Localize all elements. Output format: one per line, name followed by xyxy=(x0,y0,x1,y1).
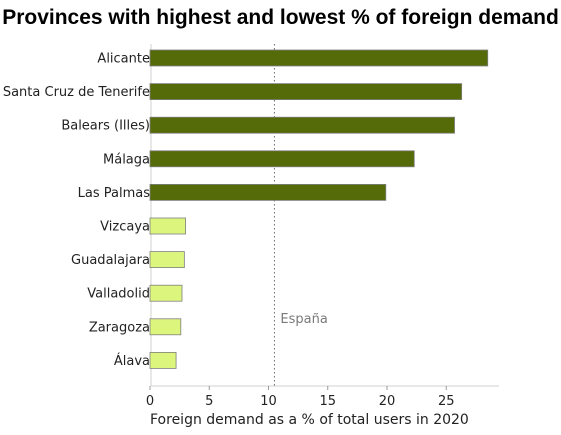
x-tick-label: 25 xyxy=(438,394,455,409)
bar xyxy=(149,116,455,134)
x-tick-label: 5 xyxy=(205,394,213,409)
x-tick-label: 20 xyxy=(379,394,396,409)
bar xyxy=(149,49,489,67)
bar xyxy=(149,251,185,269)
x-tick-label: 0 xyxy=(146,394,154,409)
category-label: Santa Cruz de Tenerife xyxy=(3,85,150,100)
x-axis-label: Foreign demand as a % of total users in … xyxy=(150,412,469,428)
category-label: Málaga xyxy=(103,152,150,167)
bar xyxy=(149,351,177,369)
bar xyxy=(149,150,415,168)
category-label: Guadalajara xyxy=(71,253,150,268)
category-label: Álava xyxy=(114,353,150,369)
category-label: Alicante xyxy=(97,52,150,67)
x-tick-label: 10 xyxy=(260,394,277,409)
category-label: Vizcaya xyxy=(100,220,150,235)
bar xyxy=(149,284,183,302)
plot-area: España Alicante Santa Cruz de Tenerife Bale… xyxy=(3,44,499,409)
bar xyxy=(149,318,182,336)
category-label: Balears (Illes) xyxy=(61,119,150,134)
category-label: Valladolid xyxy=(87,287,150,302)
chart-title: Provinces with highest and lowest % of f… xyxy=(2,6,559,29)
reference-line-label: España xyxy=(280,312,327,327)
category-label: Zaragoza xyxy=(89,320,150,335)
bar xyxy=(149,217,186,235)
bar xyxy=(149,183,387,201)
category-label: Las Palmas xyxy=(78,186,151,201)
bar xyxy=(149,83,463,100)
x-tick-label: 15 xyxy=(319,394,336,409)
